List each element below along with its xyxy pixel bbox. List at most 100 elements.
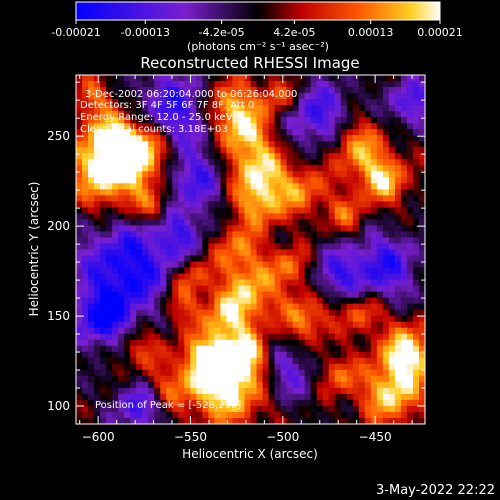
heatmap-cell: [268, 291, 276, 299]
heatmap-cell: [406, 339, 414, 347]
heatmap-cell: [178, 171, 185, 178]
heatmap-cell: [292, 351, 300, 359]
heatmap-cell: [334, 351, 342, 359]
heatmap-cell: [94, 351, 101, 359]
heatmap-cell: [226, 153, 234, 160]
heatmap-cell: [268, 171, 276, 178]
heatmap-cell: [310, 105, 318, 112]
heatmap-cell: [172, 105, 179, 112]
heatmap-cell: [274, 99, 282, 106]
heatmap-cell: [346, 93, 354, 100]
heatmap-cell: [328, 369, 336, 377]
heatmap-cell: [190, 351, 197, 359]
heatmap-cell: [310, 159, 318, 166]
heatmap-cell: [310, 225, 318, 233]
heatmap-cell: [304, 381, 312, 389]
heatmap-cell: [418, 297, 425, 305]
heatmap-cell: [172, 231, 179, 239]
heatmap-cell: [106, 81, 113, 88]
heatmap-cell: [178, 369, 185, 377]
heatmap-cell: [256, 201, 264, 208]
heatmap-cell: [208, 297, 215, 305]
heatmap-cell: [394, 255, 402, 263]
heatmap-cell: [214, 363, 222, 371]
heatmap-cell: [322, 351, 330, 359]
heatmap-cell: [406, 333, 414, 341]
heatmap-cell: [232, 327, 240, 335]
heatmap-cell: [412, 405, 420, 413]
heatmap-cell: [400, 297, 408, 305]
heatmap-cell: [346, 231, 354, 239]
heatmap-cell: [172, 279, 179, 287]
heatmap-cell: [154, 183, 161, 190]
heatmap-cell: [220, 333, 228, 341]
heatmap-cell: [232, 153, 240, 160]
heatmap-cell: [286, 213, 294, 221]
heatmap-cell: [250, 183, 258, 190]
heatmap-cell: [100, 99, 107, 106]
heatmap-cell: [334, 279, 342, 287]
heatmap-cell: [394, 321, 402, 329]
heatmap-cell: [274, 195, 282, 202]
heatmap-cell: [376, 189, 384, 196]
heatmap-cell: [388, 225, 396, 233]
heatmap-cell: [154, 363, 161, 371]
heatmap-cell: [322, 117, 330, 124]
heatmap-cell: [298, 177, 306, 184]
heatmap-cell: [316, 207, 324, 214]
heatmap-cell: [418, 225, 425, 233]
heatmap-cell: [280, 315, 288, 323]
heatmap-cell: [178, 417, 185, 424]
colorbar-unit-label: (photons cm⁻² s⁻¹ asec⁻²): [187, 40, 329, 53]
heatmap-cell: [298, 207, 306, 214]
heatmap-cell: [274, 327, 282, 335]
heatmap-cell: [412, 333, 420, 341]
heatmap-cell: [334, 81, 342, 88]
heatmap-cell: [118, 279, 125, 287]
heatmap-cell: [142, 315, 149, 323]
heatmap-cell: [364, 153, 372, 160]
heatmap-cell: [376, 399, 384, 407]
heatmap-cell: [370, 243, 378, 251]
heatmap-cell: [340, 159, 348, 166]
heatmap-cell: [196, 213, 203, 221]
heatmap-cell: [316, 237, 324, 245]
heatmap-cell: [88, 315, 95, 323]
heatmap-cell: [280, 117, 288, 124]
heatmap-cell: [130, 81, 137, 88]
heatmap-cell: [292, 213, 300, 221]
heatmap-cell: [190, 147, 197, 154]
heatmap-cell: [226, 165, 234, 172]
heatmap-cell: [364, 273, 372, 281]
heatmap-cell: [130, 213, 137, 221]
heatmap-cell: [154, 315, 161, 323]
heatmap-cell: [148, 285, 155, 293]
heatmap-cell: [304, 255, 312, 263]
heatmap-cell: [286, 219, 294, 227]
heatmap-cell: [364, 411, 372, 419]
heatmap-cell: [106, 117, 113, 124]
heatmap-cell: [136, 393, 143, 401]
heatmap-cell: [130, 393, 137, 401]
heatmap-cell: [370, 285, 378, 293]
heatmap-cell: [148, 273, 155, 281]
heatmap-cell: [298, 285, 306, 293]
heatmap-cell: [310, 327, 318, 335]
heatmap-cell: [220, 237, 228, 245]
heatmap-cell: [244, 135, 252, 142]
heatmap-cell: [124, 405, 131, 413]
heatmap-cell: [394, 363, 402, 371]
heatmap-cell: [412, 249, 420, 257]
heatmap-cell: [346, 321, 354, 329]
y-tick-label: 200: [47, 219, 70, 233]
heatmap-cell: [340, 141, 348, 148]
heatmap-cell: [394, 129, 402, 136]
heatmap-cell: [196, 369, 203, 377]
heatmap-cell: [274, 387, 282, 395]
heatmap-cell: [142, 345, 149, 353]
heatmap-cell: [268, 231, 276, 239]
heatmap-cell: [256, 417, 264, 424]
heatmap-cell: [160, 99, 167, 106]
heatmap-cell: [76, 81, 83, 88]
heatmap-cell: [208, 249, 215, 257]
